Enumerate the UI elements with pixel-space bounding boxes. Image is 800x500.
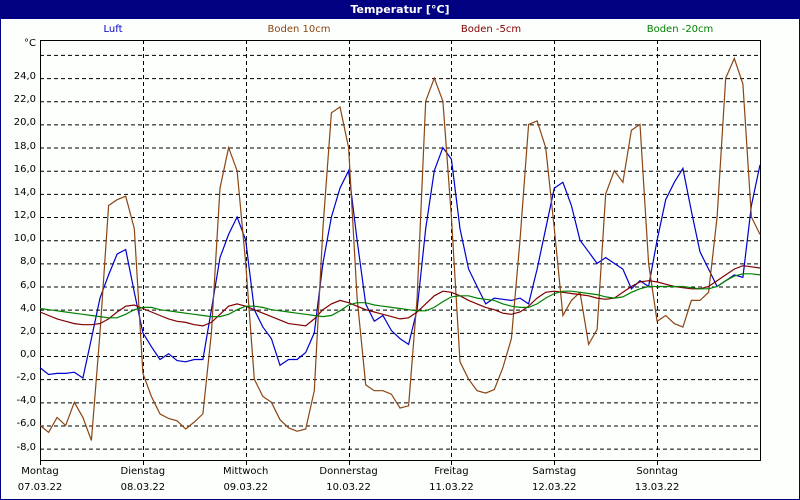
y-tick-label: -2,0 bbox=[16, 372, 36, 384]
x-tick-day: Sonntag bbox=[636, 466, 678, 477]
x-tick-day: Freitag bbox=[434, 466, 469, 477]
y-axis-unit: °C bbox=[24, 38, 36, 49]
y-tick-label: 14,0 bbox=[13, 186, 36, 198]
chart-title: Temperatur [°C] bbox=[0, 0, 800, 19]
y-tick-label: 22,0 bbox=[13, 94, 36, 106]
y-tick-label: 4,0 bbox=[20, 302, 36, 314]
y-tick-label: 20,0 bbox=[13, 117, 36, 129]
legend-item: Luft bbox=[103, 24, 123, 35]
y-tick-label: 18,0 bbox=[13, 140, 36, 152]
y-tick-label: 24,0 bbox=[13, 71, 36, 83]
legend-item: Boden -5cm bbox=[460, 24, 522, 35]
y-tick-label: 16,0 bbox=[13, 163, 36, 175]
series-boden--20cm bbox=[39, 273, 761, 319]
y-tick-label: -8,0 bbox=[16, 441, 36, 453]
y-tick-label: -6,0 bbox=[16, 418, 36, 430]
x-tick-date: 13.03.22 bbox=[634, 482, 680, 493]
y-tick-label: -4,0 bbox=[16, 395, 36, 407]
legend-item: Boden -20cm bbox=[646, 24, 714, 35]
x-tick-date: 07.03.22 bbox=[17, 482, 63, 493]
x-tick-date: 11.03.22 bbox=[429, 482, 474, 493]
x-tick-date: 12.03.22 bbox=[532, 482, 577, 493]
y-tick-label: 12,0 bbox=[13, 210, 36, 222]
plot-frame bbox=[40, 40, 761, 461]
y-tick-label: 2,0 bbox=[20, 325, 36, 337]
y-tick-label: 8,0 bbox=[20, 256, 36, 268]
x-tick-date: 09.03.22 bbox=[223, 482, 268, 493]
y-tick-label: 10,0 bbox=[13, 233, 36, 245]
y-tick-label: 0,0 bbox=[20, 349, 36, 360]
x-tick-date: 08.03.22 bbox=[120, 482, 166, 493]
x-tick-day: Mittwoch bbox=[223, 466, 269, 477]
x-tick-day: Samstag bbox=[532, 466, 577, 477]
x-tick-day: Dienstag bbox=[120, 466, 166, 477]
series-boden-10cm bbox=[39, 56, 761, 441]
x-tick-day: Montag bbox=[21, 466, 59, 477]
series-luft bbox=[39, 146, 761, 379]
x-tick-day: Donnerstag bbox=[319, 466, 378, 477]
x-tick-date: 10.03.22 bbox=[326, 482, 371, 493]
series-boden--5cm bbox=[39, 265, 761, 327]
y-tick-label: 6,0 bbox=[20, 279, 36, 291]
legend-item: Boden 10cm bbox=[267, 24, 331, 35]
